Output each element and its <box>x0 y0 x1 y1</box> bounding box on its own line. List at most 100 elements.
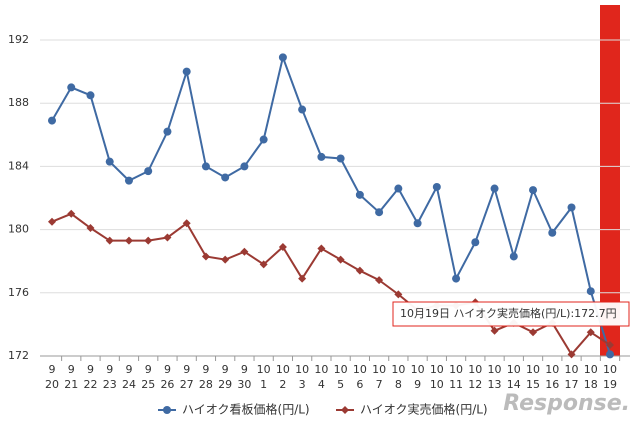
point <box>490 184 499 193</box>
line <box>51 212 611 357</box>
x-tick-label: 16 <box>545 378 559 391</box>
x-tick-label: 10 <box>603 363 617 376</box>
x-tick-label: 19 <box>603 378 617 391</box>
x-tick-label: 12 <box>468 378 482 391</box>
x-tick-label: 9 <box>183 363 190 376</box>
x-tick-label: 9 <box>241 363 248 376</box>
point <box>413 219 422 228</box>
x-tick-label: 10 <box>334 363 348 376</box>
x-tick-label: 10 <box>257 363 271 376</box>
point <box>529 328 538 337</box>
x-tick-label: 17 <box>565 378 579 391</box>
point <box>221 255 230 264</box>
x-tick-label: 30 <box>237 378 251 391</box>
point <box>452 274 461 283</box>
y-tick-label: 172 <box>8 349 29 362</box>
point <box>298 274 307 283</box>
point <box>201 162 210 171</box>
x-tick-label: 9 <box>202 363 209 376</box>
x-tick-label: 10 <box>584 363 598 376</box>
x-tick-label: 27 <box>180 378 194 391</box>
x-tick-label: 13 <box>488 378 502 391</box>
x-tick-label: 9 <box>68 363 75 376</box>
x-tick-label: 1 <box>260 378 267 391</box>
point <box>105 236 114 245</box>
y-tick-label: 184 <box>8 159 29 172</box>
legend-label: ハイオク実売価格(円/L) <box>360 402 488 417</box>
watermark: Response. <box>503 391 630 416</box>
point <box>375 276 384 285</box>
x-tick-label: 26 <box>160 378 174 391</box>
y-tick-label: 192 <box>8 33 29 46</box>
x-tick-label: 10 <box>411 363 425 376</box>
x-tick-label: 15 <box>526 378 540 391</box>
x-tick-label: 10 <box>353 363 367 376</box>
x-tick-label: 9 <box>49 363 56 376</box>
x-tick-label: 9 <box>87 363 94 376</box>
point <box>48 217 56 226</box>
point <box>259 260 268 269</box>
point <box>259 135 268 144</box>
point <box>336 154 345 163</box>
point <box>336 255 345 264</box>
point <box>163 233 172 242</box>
y-tick-label: 176 <box>8 286 29 299</box>
point <box>606 340 614 349</box>
x-tick-label: 24 <box>122 378 136 391</box>
x-tick-label: 18 <box>584 378 598 391</box>
point <box>317 152 326 161</box>
x-tick-label: 9 <box>222 363 229 376</box>
series <box>48 209 614 359</box>
x-tick-label: 25 <box>141 378 155 391</box>
point <box>86 224 95 233</box>
x-tick-label: 10 <box>468 363 482 376</box>
x-tick-label: 5 <box>337 378 344 391</box>
point <box>144 167 153 176</box>
x-tick-label: 10 <box>314 363 328 376</box>
x-tick-label: 10 <box>526 363 540 376</box>
x-tick-label: 20 <box>45 378 59 391</box>
x-tick-label: 9 <box>106 363 113 376</box>
series <box>48 53 614 359</box>
y-tick-label: 180 <box>8 223 29 236</box>
x-tick-label: 6 <box>356 378 363 391</box>
x-tick-label: 10 <box>545 363 559 376</box>
point <box>375 208 384 217</box>
point <box>163 127 172 136</box>
x-tick-label: 10 <box>565 363 579 376</box>
point <box>471 238 480 247</box>
x-tick-label: 10 <box>430 363 444 376</box>
point <box>86 91 95 100</box>
x-tick-label: 10 <box>449 363 463 376</box>
tooltip-box <box>392 301 630 327</box>
point <box>48 116 56 125</box>
point <box>355 266 364 275</box>
point <box>144 236 153 245</box>
x-tick-label: 7 <box>376 378 383 391</box>
point <box>606 350 614 359</box>
point <box>529 186 538 195</box>
legend-label: ハイオク看板価格(円/L) <box>182 402 310 417</box>
x-tick-label: 11 <box>449 378 463 391</box>
x-tick-label: 23 <box>103 378 117 391</box>
point <box>221 173 230 182</box>
tooltip-text: 10月19日 ハイオク実売価格(円/L):172.7円 <box>400 306 617 320</box>
point <box>394 184 403 193</box>
x-tick-label: 10 <box>488 363 502 376</box>
point <box>567 203 576 212</box>
x-tick-label: 9 <box>145 363 152 376</box>
x-tick-label: 10 <box>372 363 386 376</box>
x-tick-label: 10 <box>391 363 405 376</box>
x-tick-label: 8 <box>395 378 402 391</box>
point <box>586 287 595 296</box>
point <box>67 209 76 218</box>
point <box>278 53 287 62</box>
point <box>163 406 171 414</box>
x-tick-label: 9 <box>414 378 421 391</box>
x-tick-label: 21 <box>64 378 78 391</box>
x-tick-label: 22 <box>83 378 97 391</box>
point <box>490 326 499 335</box>
point <box>201 252 210 261</box>
point <box>432 182 441 191</box>
